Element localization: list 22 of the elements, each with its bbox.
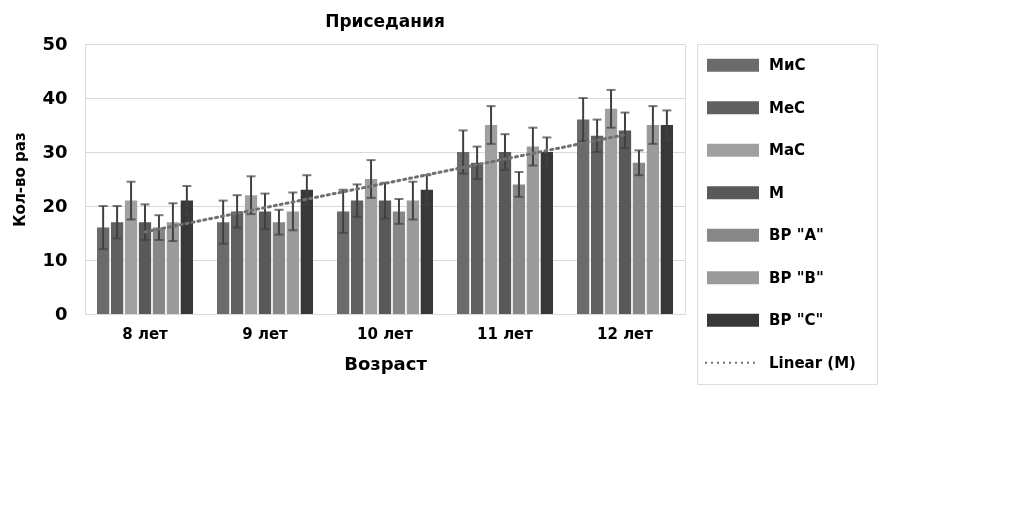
x-tick-label: 10 лет [357, 324, 414, 343]
legend-label: ВР "С" [769, 311, 824, 330]
y-tick-label: 20 [42, 194, 68, 216]
chart-title: Приседания [325, 11, 445, 31]
legend-label: ВР "А" [769, 226, 824, 245]
legend-label: М [769, 183, 784, 202]
y-tick-label: 30 [42, 140, 68, 162]
x-tick-label: 11 лет [477, 324, 534, 343]
legend-label: Linear (М) [769, 353, 856, 372]
x-tick-label: 8 лет [122, 324, 169, 343]
legend-label: МеС [769, 98, 806, 117]
legend-label: МаС [769, 141, 806, 160]
y-axis-title: Кол-во раз [11, 132, 30, 227]
y-tick-label: 0 [54, 302, 68, 324]
x-tick-label: 12 лет [597, 324, 654, 343]
legend-label: ВР "В" [769, 268, 824, 287]
legend-label: МиС [769, 56, 806, 75]
x-axis-title: Возраст [344, 352, 428, 374]
y-tick-label: 10 [42, 248, 68, 270]
x-tick-label: 9 лет [242, 324, 289, 343]
y-tick-label: 40 [42, 86, 68, 108]
y-tick-label: 50 [42, 32, 68, 54]
